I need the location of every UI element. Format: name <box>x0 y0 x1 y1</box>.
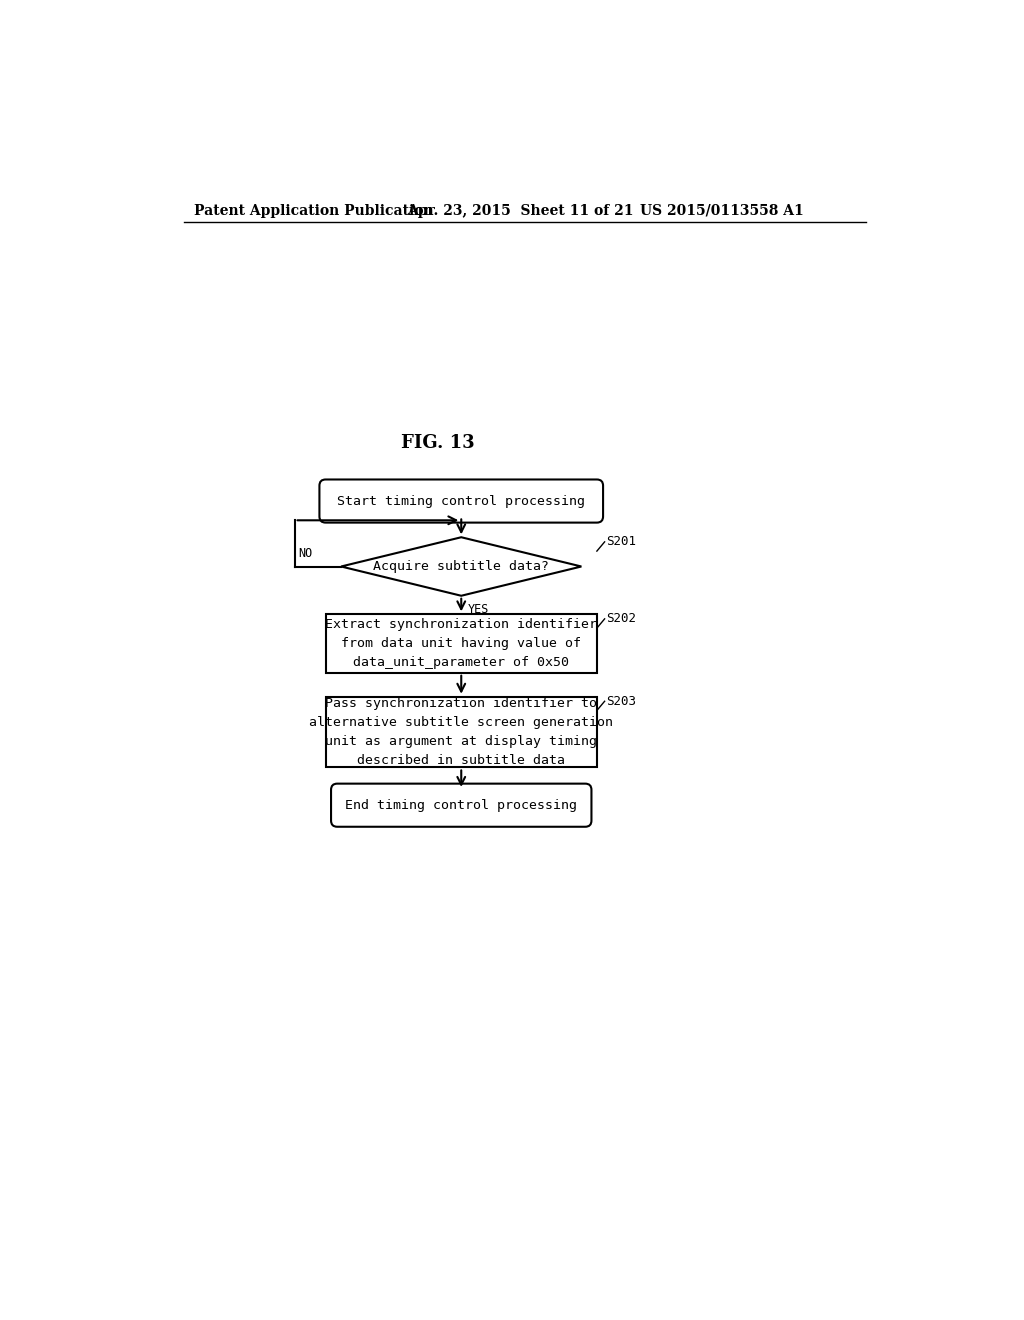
Text: FIG. 13: FIG. 13 <box>401 434 475 453</box>
Text: Acquire subtitle data?: Acquire subtitle data? <box>374 560 549 573</box>
Bar <box>326 614 597 673</box>
Polygon shape <box>341 537 582 595</box>
Text: US 2015/0113558 A1: US 2015/0113558 A1 <box>640 203 803 218</box>
Text: Extract synchronization identifier
from data unit having value of
data_unit_para: Extract synchronization identifier from … <box>326 618 597 669</box>
Text: YES: YES <box>467 603 488 616</box>
FancyBboxPatch shape <box>319 479 603 523</box>
Text: S202: S202 <box>606 612 636 626</box>
Text: End timing control processing: End timing control processing <box>345 799 578 812</box>
Text: Patent Application Publication: Patent Application Publication <box>194 203 433 218</box>
Text: Apr. 23, 2015  Sheet 11 of 21: Apr. 23, 2015 Sheet 11 of 21 <box>407 203 634 218</box>
Text: Pass synchronization identifier to
alternative subtitle screen generation
unit a: Pass synchronization identifier to alter… <box>309 697 613 767</box>
Text: S203: S203 <box>606 694 636 708</box>
Text: NO: NO <box>299 548 312 560</box>
Bar <box>326 697 597 767</box>
Text: S201: S201 <box>606 536 636 548</box>
Text: Start timing control processing: Start timing control processing <box>337 495 586 508</box>
FancyBboxPatch shape <box>331 784 592 826</box>
